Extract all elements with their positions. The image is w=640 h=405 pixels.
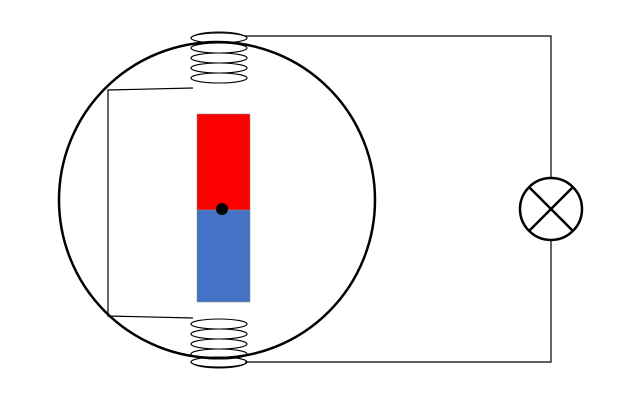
bar-magnet [196,113,251,303]
outer-circuit-wire-bottom [245,241,552,363]
stator-ring [57,40,377,360]
outer-circuit-wire-top [245,35,552,178]
magnet-south-pole [196,209,251,303]
magnet-pivot [216,203,228,215]
lamp-symbol [518,176,584,242]
top-coil [190,31,248,84]
magnet-north-pole [196,113,251,211]
bottom-coil [190,318,248,369]
inner-connecting-wire [107,87,194,319]
